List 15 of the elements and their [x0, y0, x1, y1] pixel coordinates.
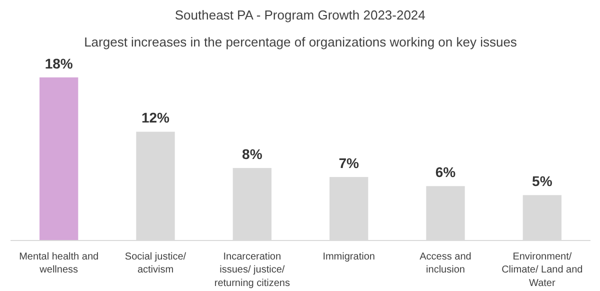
- chart-subtitle: Largest increases in the percentage of organizations working on key issues: [84, 34, 518, 50]
- bar: [40, 77, 78, 240]
- x-tick-label: Incarceration issues/ justice/ returning citizens: [214, 252, 290, 289]
- data-label: 18%: [44, 55, 74, 72]
- data-label: 7%: [338, 155, 360, 172]
- x-tick-label: Access and inclusion: [420, 252, 472, 276]
- x-tick-label: Immigration: [322, 252, 375, 262]
- x-tick-label: Environment/ Climate/ Land and Water: [502, 252, 583, 289]
- data-label: 12%: [141, 110, 170, 126]
- data-label: 6%: [435, 164, 456, 180]
- data-label: 5%: [532, 173, 553, 190]
- chart-title: Southeast PA - Program Growth 2023-2024: [174, 8, 426, 22]
- x-tick-label: Social justice/ activism: [124, 252, 186, 276]
- data-label: 8%: [242, 146, 263, 162]
- x-tick-label: Mental health and wellness: [19, 252, 99, 276]
